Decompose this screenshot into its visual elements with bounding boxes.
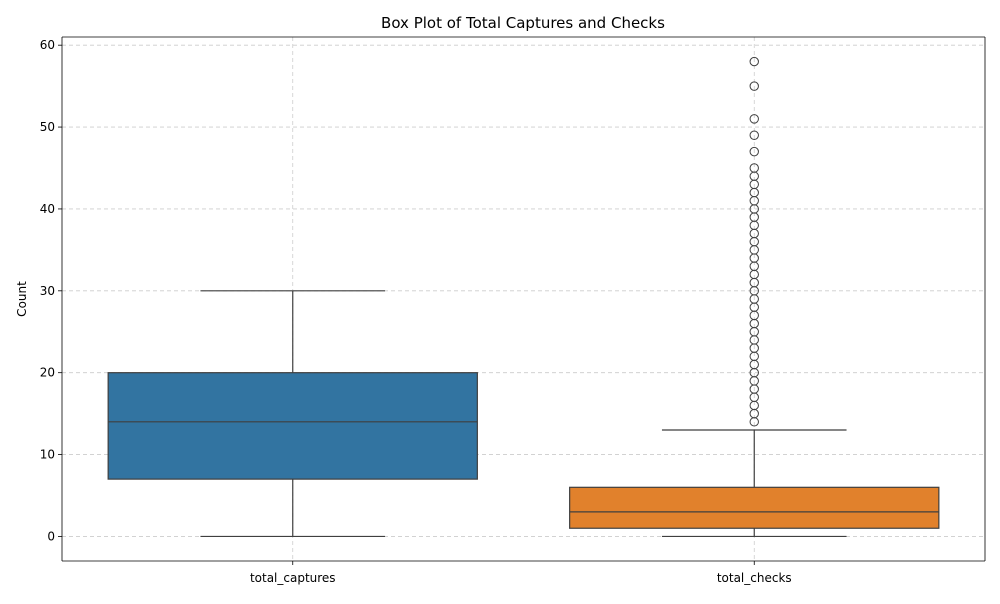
grid-layer xyxy=(62,37,985,561)
outlier-point xyxy=(749,81,759,91)
y-axis-label: Count xyxy=(15,281,29,317)
y-tick-label: 10 xyxy=(40,448,55,462)
y-tick-label: 50 xyxy=(40,120,55,134)
outlier-point xyxy=(749,146,759,157)
y-tick-label: 30 xyxy=(40,284,55,298)
chart-title: Box Plot of Total Captures and Checks xyxy=(381,14,665,32)
outlier-point xyxy=(749,163,759,173)
outlier-point xyxy=(749,56,759,67)
box-iqr xyxy=(569,486,940,529)
y-tick-label: 60 xyxy=(40,38,55,52)
x-tick-label: total_captures xyxy=(250,571,336,585)
outlier-point xyxy=(749,130,759,140)
y-tick-label: 20 xyxy=(40,366,55,380)
box-iqr xyxy=(107,372,478,480)
y-tick-label: 0 xyxy=(47,529,55,543)
outlier-point xyxy=(749,114,759,124)
axis-layer: 0 10 20 30 40 50 60 total_captures total_checks xyxy=(40,36,986,585)
x-tick-label: total_checks xyxy=(717,571,792,585)
box-layer xyxy=(107,56,940,538)
y-tick-label: 40 xyxy=(40,202,55,216)
